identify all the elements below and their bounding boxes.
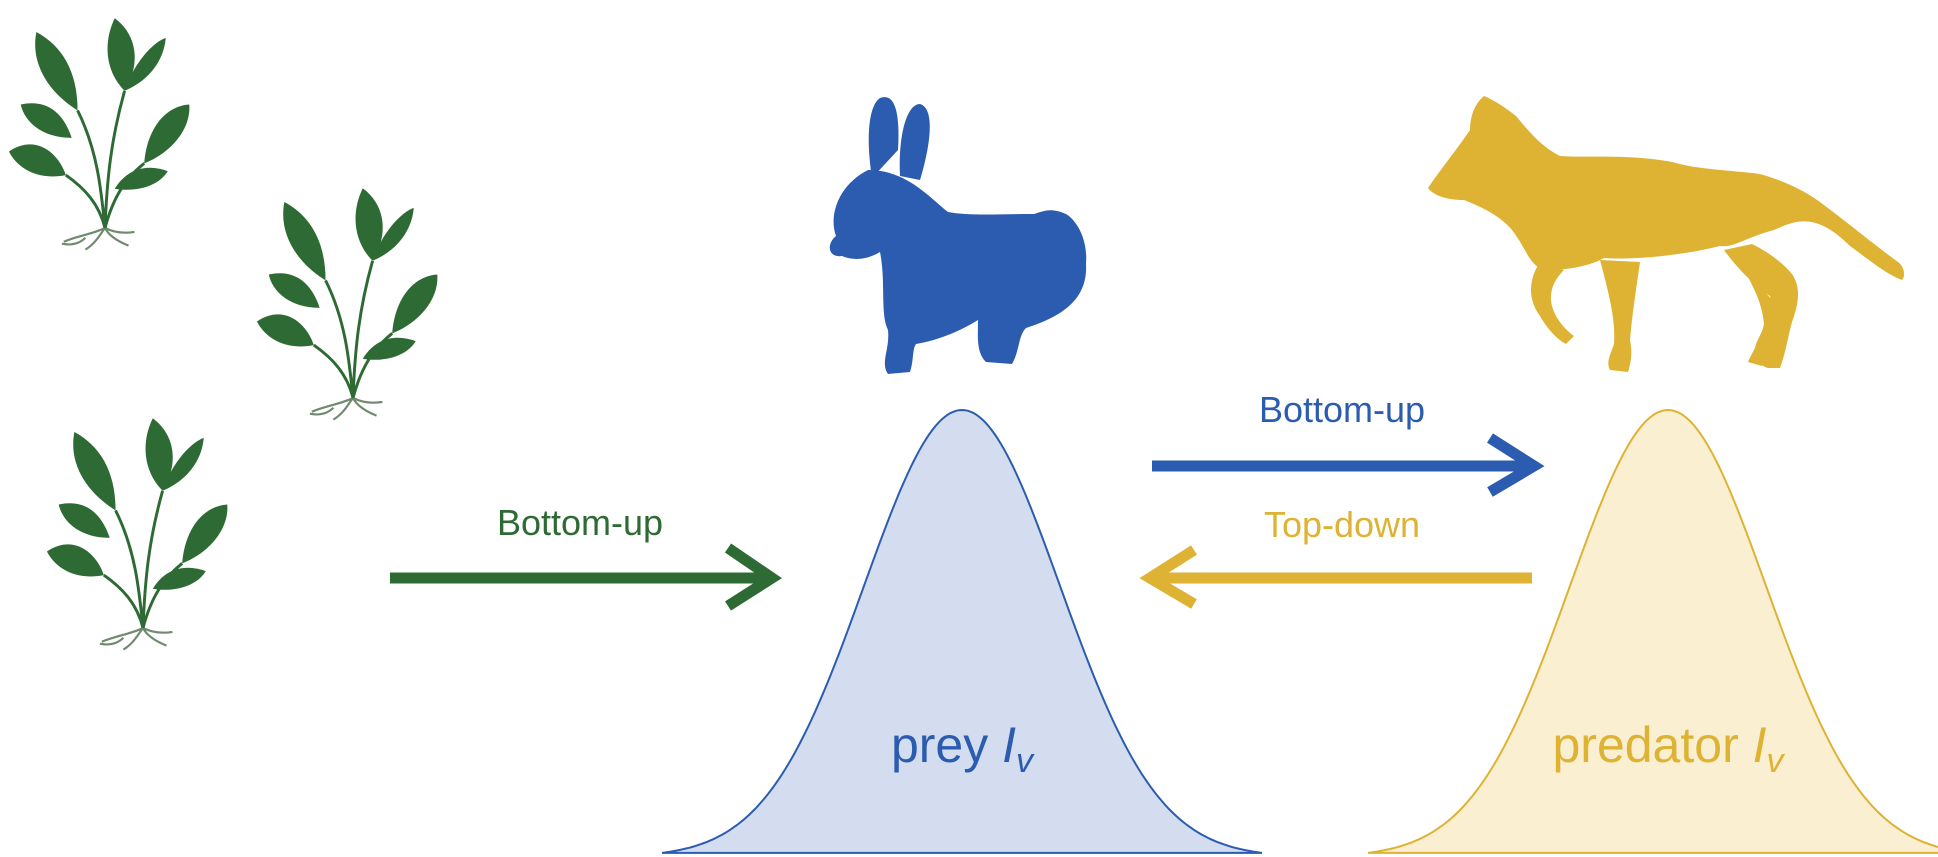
predator-to-prey-arrow [1139,545,1532,609]
coyote-icon [1428,96,1905,372]
plant-icon [45,416,229,652]
prey-distribution-label: prey Iv [891,717,1035,780]
plant-icon [7,16,191,252]
plant-to-prey-label: Bottom-up [497,502,663,543]
rabbit-icon [829,97,1087,374]
predator-distribution-curve [1367,408,1938,854]
prey-to-predator-label: Bottom-up [1259,389,1425,430]
plant-to-prey-arrow [390,543,782,611]
prey-distribution-curve [661,408,1263,854]
plant-icon [255,186,439,422]
predator-distribution-label: predator Iv [1552,717,1785,780]
predator-to-prey-label: Top-down [1264,504,1420,545]
prey-to-predator-arrow [1152,433,1545,497]
